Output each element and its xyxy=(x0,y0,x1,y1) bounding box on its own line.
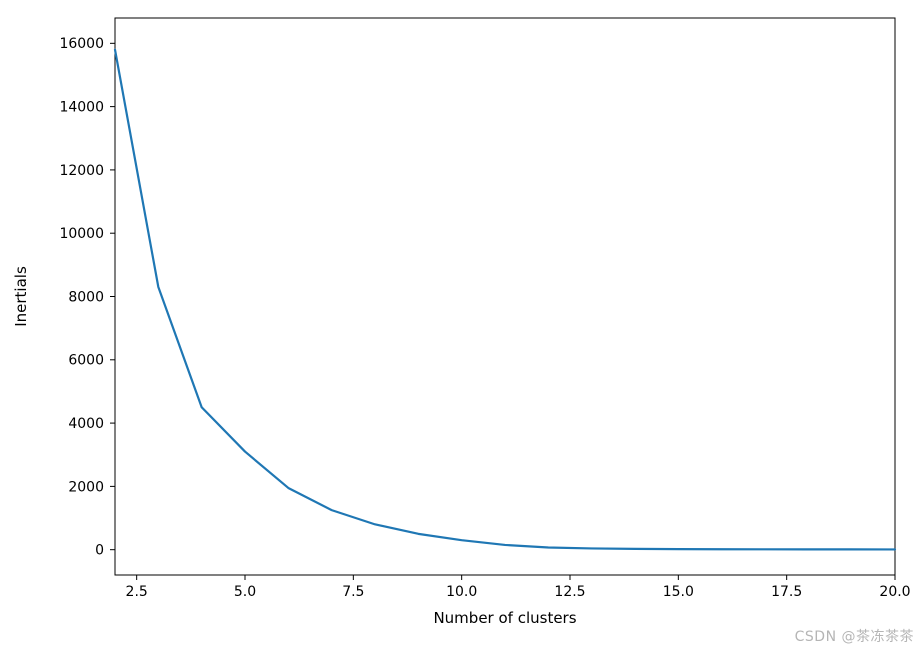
y-tick-label: 14000 xyxy=(59,100,104,116)
x-tick-label: 15.0 xyxy=(663,584,694,600)
x-axis-label: Number of clusters xyxy=(433,609,576,627)
x-tick-label: 10.0 xyxy=(446,584,477,600)
inertia-line-chart: 2.5 5.0 7.5 10.0 12.5 15.0 17.5 20.0 0 2000 4000 60… xyxy=(0,0,922,650)
y-tick-label: 6000 xyxy=(68,353,104,369)
y-tick-label: 8000 xyxy=(68,289,104,305)
y-tick-label: 10000 xyxy=(59,226,104,242)
y-tick-label: 16000 xyxy=(59,36,104,52)
y-tick-label: 0 xyxy=(95,543,104,559)
x-tick-label: 12.5 xyxy=(554,584,585,600)
y-tick-label: 12000 xyxy=(59,163,104,179)
y-tick-label: 2000 xyxy=(68,479,104,495)
x-tick-label: 7.5 xyxy=(342,584,364,600)
y-tick-label: 4000 xyxy=(68,416,104,432)
chart-container: 2.5 5.0 7.5 10.0 12.5 15.0 17.5 20.0 0 2000 4000 60… xyxy=(0,0,922,650)
x-tick-label: 20.0 xyxy=(879,584,910,600)
x-tick-label: 2.5 xyxy=(126,584,148,600)
y-axis-label: Inertials xyxy=(12,266,30,327)
x-tick-label: 17.5 xyxy=(771,584,802,600)
x-tick-label: 5.0 xyxy=(234,584,256,600)
chart-bg xyxy=(0,0,922,650)
